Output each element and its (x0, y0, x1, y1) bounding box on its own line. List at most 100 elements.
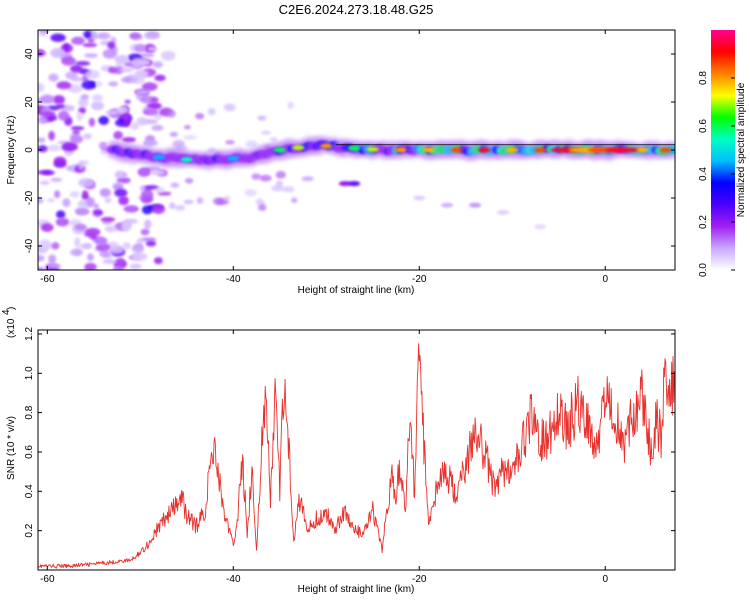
colorbar-tick-label: 0.6 (698, 119, 709, 133)
noise-blob (271, 184, 284, 192)
noise-blob (275, 170, 286, 179)
y-tick-label: 0.6 (24, 445, 35, 459)
noise-blob (50, 33, 66, 42)
noise-blob (119, 67, 134, 73)
noise-blob (291, 197, 298, 204)
y-scale-label: (x10 (6, 318, 17, 338)
noise-blob (338, 181, 351, 187)
noise-blob (83, 30, 92, 39)
noise-blob (72, 129, 81, 135)
noise-blob (154, 74, 166, 82)
x-tick-label: -40 (226, 574, 241, 585)
y-tick-label: 20 (24, 96, 35, 108)
noise-blob (287, 101, 294, 110)
noise-blob (113, 130, 123, 140)
noise-blob (108, 66, 117, 74)
noise-blob (99, 250, 111, 258)
noise-blob (50, 177, 63, 182)
noise-blob (69, 191, 80, 198)
noise-blob (112, 182, 124, 191)
colorbar-tick-label: 0.0 (698, 263, 709, 277)
top-y-ticks: -40 -20 0 20 40 (24, 48, 675, 253)
noise-blob (144, 31, 160, 40)
y-tick-label: 1.0 (24, 366, 35, 380)
x-tick-label: -20 (412, 274, 427, 285)
top-y-axis-title: Frequency (Hz) (6, 116, 17, 185)
noise-blob (146, 102, 162, 110)
noise-blob (71, 36, 85, 45)
noise-blob (46, 198, 56, 203)
ridge-core (506, 147, 519, 153)
noise-blob (67, 84, 83, 93)
ridge-core (273, 147, 286, 153)
noise-blob (184, 124, 191, 130)
noise-blob (41, 111, 56, 117)
colorbar: 0.0 0.2 0.4 0.6 0.8 Normalized spectral ampl… (698, 30, 747, 277)
noise-blob (441, 202, 454, 208)
noise-blob (38, 137, 46, 143)
noise-blob (136, 117, 148, 126)
x-tick-label: 0 (602, 274, 608, 285)
noise-blob (86, 253, 94, 262)
x-tick-label: 0 (602, 574, 608, 585)
spectral-ridge (105, 136, 675, 171)
noise-blob (77, 97, 89, 108)
x-tick-label: -20 (412, 574, 427, 585)
noise-blob (143, 108, 159, 116)
x-tick-label: -60 (40, 574, 55, 585)
noise-blob (85, 69, 100, 80)
noise-blob (131, 57, 142, 68)
noise-blob (136, 90, 151, 95)
noise-blob (147, 46, 158, 52)
noise-blob (52, 95, 66, 105)
y-tick-label: 0.8 (24, 405, 35, 419)
noise-blob (70, 126, 85, 131)
noise-blob (124, 99, 131, 105)
noise-blob (95, 80, 103, 87)
noise-blob (104, 197, 112, 204)
noise-blob (53, 190, 61, 199)
noise-blob (38, 30, 49, 34)
noise-blob (47, 114, 58, 121)
noise-blob (81, 190, 89, 199)
noise-blob (65, 71, 78, 80)
noise-blob (169, 202, 176, 210)
ridge-core (180, 157, 193, 163)
noise-blob (114, 55, 130, 64)
noise-blob (137, 167, 151, 177)
noise-blob (38, 116, 47, 124)
x-tick-label: -40 (226, 274, 241, 285)
noise-blob (116, 257, 125, 266)
snr-panel: -60 -40 -20 0 0.2 0.4 0.6 0.8 1.0 1.2 Height of … (1, 307, 676, 595)
noise-blob (183, 199, 194, 205)
noise-blob (129, 263, 142, 270)
noise-blob (98, 115, 110, 125)
noise-blob (118, 195, 129, 206)
noise-blob (56, 81, 72, 90)
noise-blob (70, 64, 83, 73)
bottom-y-ticks: 0.2 0.4 0.6 0.8 1.0 1.2 (24, 327, 675, 538)
noise-blob (257, 204, 267, 211)
noise-blob (140, 95, 156, 104)
noise-blob (84, 262, 97, 270)
noise-blob (82, 133, 92, 140)
noise-blob (225, 140, 235, 145)
noise-blob (122, 242, 131, 250)
noise-blob (140, 228, 150, 236)
noise-blob (74, 223, 87, 231)
noise-blob (134, 43, 147, 53)
y-tick-label: 40 (24, 48, 35, 60)
noise-blob (144, 219, 152, 230)
noise-blob (55, 210, 66, 219)
noise-blob (84, 232, 96, 237)
ridge-core (478, 147, 491, 153)
noise-blob (153, 257, 163, 265)
noise-blob (212, 197, 224, 206)
noise-blob (281, 186, 295, 193)
y-tick-label: 0 (24, 147, 35, 153)
noise-blob (223, 103, 236, 112)
noise-blob (130, 121, 140, 130)
noise-blob (113, 264, 124, 270)
noise-blob (75, 61, 91, 66)
noise-blob (160, 50, 176, 61)
